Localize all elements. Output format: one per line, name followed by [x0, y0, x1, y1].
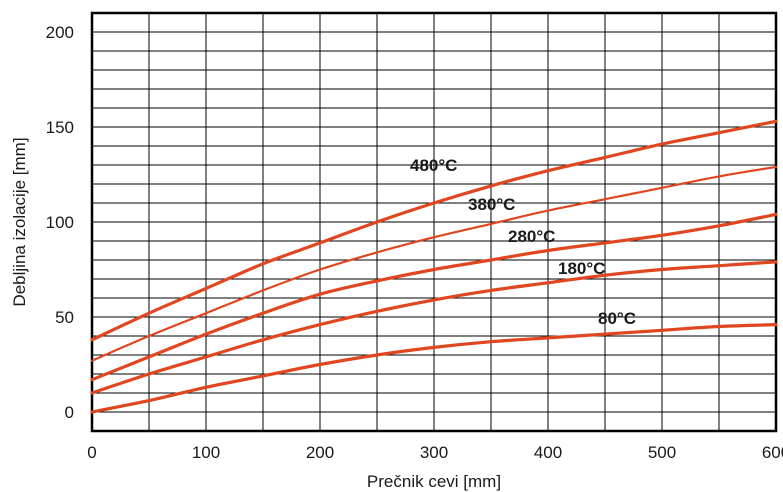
series-label: 480°C — [410, 156, 457, 175]
y-tick-label: 100 — [46, 213, 74, 232]
y-tick-label: 0 — [65, 403, 74, 422]
y-tick-label: 200 — [46, 23, 74, 42]
series-line — [90, 323, 778, 414]
y-tick-label: 50 — [55, 308, 74, 327]
y-axis-label: Debljina izolacije [mm] — [10, 137, 29, 306]
series-curves — [90, 119, 778, 414]
x-tick-label: 0 — [87, 443, 96, 462]
x-tick-label: 100 — [192, 443, 220, 462]
series-line — [90, 119, 778, 342]
x-tick-label: 200 — [306, 443, 334, 462]
series-label: 380°C — [468, 195, 515, 214]
x-tick-label: 500 — [648, 443, 676, 462]
x-tick-label: 400 — [534, 443, 562, 462]
series-line — [90, 212, 778, 382]
series-label: 180°C — [558, 259, 605, 278]
plot-frame — [90, 11, 778, 433]
x-tick-label: 300 — [420, 443, 448, 462]
plot-grid — [92, 13, 776, 431]
series-label: 80°C — [598, 309, 636, 328]
x-tick-labels: 0 100 200 300 400 500 600 — [87, 443, 783, 462]
series-label: 280°C — [508, 227, 555, 246]
y-tick-label: 150 — [46, 118, 74, 137]
series-line — [90, 165, 778, 362]
x-tick-label: 600 — [762, 443, 783, 462]
series-line — [90, 260, 778, 395]
y-tick-labels: 0 50 100 150 200 — [46, 23, 74, 422]
x-axis-label: Prečnik cevi [mm] — [367, 472, 501, 491]
